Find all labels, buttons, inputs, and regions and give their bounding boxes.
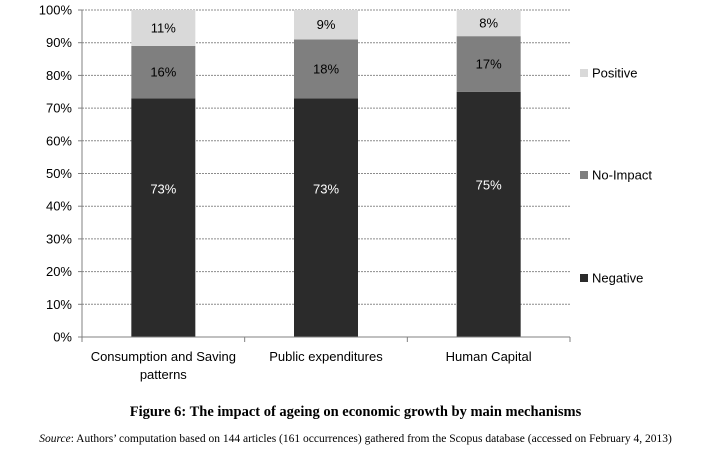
bar-segment <box>131 98 196 337</box>
legend-label: Positive <box>592 66 638 81</box>
y-tick-label: 90% <box>46 35 72 50</box>
figure-caption: Figure 6: The impact of ageing on econom… <box>129 404 582 420</box>
axes: 0% 10% 20% 30% 40% 50% 60% 70% 80% 90% 100% Consump… <box>39 3 571 382</box>
bar-segment <box>294 98 358 337</box>
figure-source: Source: Authors’ computation based on 14… <box>0 433 711 445</box>
data-label: 75% <box>476 177 502 192</box>
stacked-bar-chart: 73% 16% 11% 73% 18% 9% 75% 17% 8% 0% 10% 20% 30% 40%… <box>39 3 653 383</box>
data-label: 73% <box>313 181 339 196</box>
source-label: Source <box>39 433 71 445</box>
legend-swatch <box>580 69 588 77</box>
y-tick-label: 80% <box>46 68 72 83</box>
x-category-label: Consumption and Saving <box>91 349 236 364</box>
x-category-label: patterns <box>140 367 187 382</box>
data-label: 73% <box>150 181 176 196</box>
y-tick-label: 10% <box>46 297 72 312</box>
data-label: 16% <box>150 65 176 80</box>
y-tick-label: 0% <box>53 330 72 345</box>
bar-segment <box>456 91 521 337</box>
x-category-label: Human Capital <box>446 349 532 364</box>
y-tick-label: 50% <box>46 166 72 181</box>
bar-segment <box>131 45 196 99</box>
y-tick-label: 100% <box>39 3 73 18</box>
bar-segment <box>294 10 358 40</box>
data-label: 18% <box>313 61 339 76</box>
x-category-label: Public expenditures <box>269 349 383 364</box>
bars: 73% 16% 11% 73% 18% 9% 75% 17% 8% <box>131 10 521 337</box>
bar-segment <box>294 39 358 99</box>
y-tick-label: 30% <box>46 231 72 246</box>
source-text: : Authors’ computation based on 144 arti… <box>70 433 672 445</box>
y-tick-label: 40% <box>46 199 72 214</box>
legend-label: Negative <box>592 271 643 286</box>
legend-swatch <box>580 171 588 179</box>
data-label: 17% <box>476 56 502 71</box>
data-label: 11% <box>151 20 176 35</box>
y-tick-label: 20% <box>46 264 72 279</box>
legend-swatch <box>580 274 588 282</box>
y-tick-label: 70% <box>46 101 72 116</box>
data-label: 9% <box>317 17 336 32</box>
legend: Positive No-Impact Negative <box>580 66 652 286</box>
bar-segment <box>456 36 521 92</box>
legend-label: No-Impact <box>592 168 652 183</box>
bar-segment <box>456 10 521 37</box>
y-tick-label: 60% <box>46 133 72 148</box>
data-label: 8% <box>479 16 498 31</box>
bar-segment <box>131 10 196 46</box>
